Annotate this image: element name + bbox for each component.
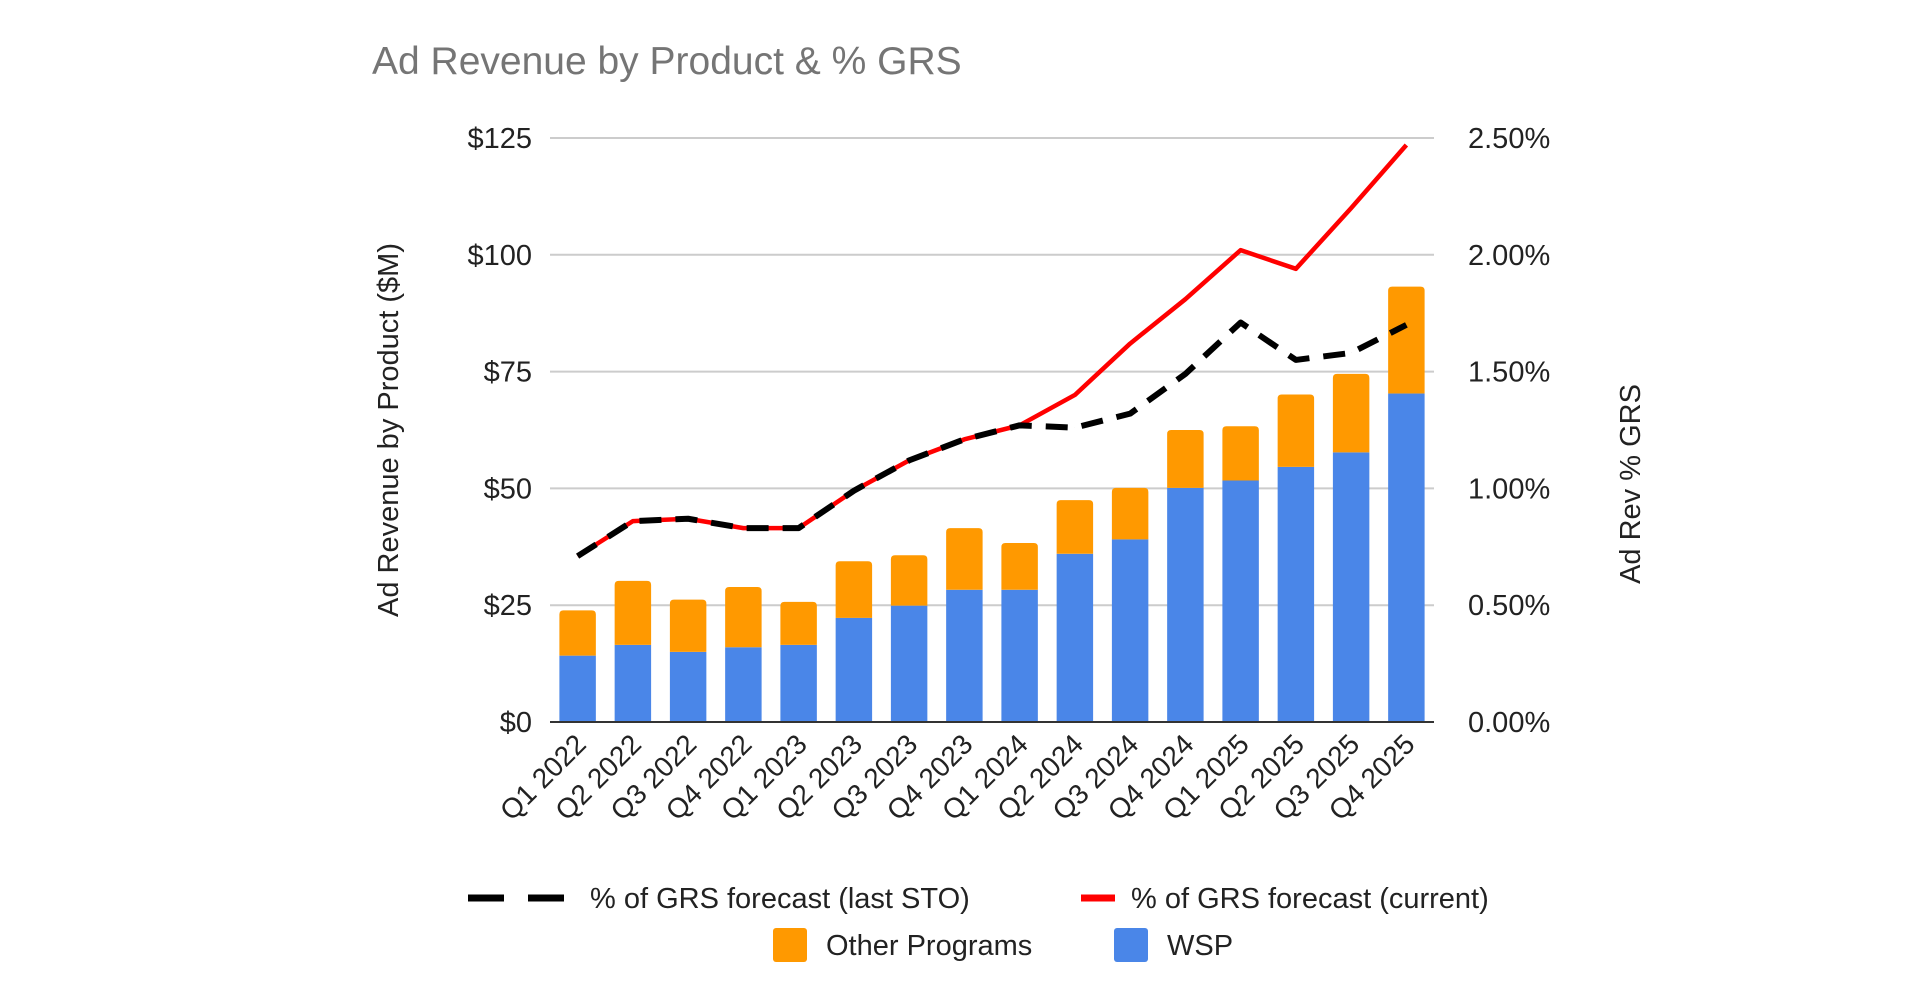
legend: % of GRS forecast (last STO) % of GRS for… [468,883,1489,962]
bar-wsp [835,617,873,722]
bar-other-programs [1167,430,1204,488]
bar-wsp [1277,466,1315,722]
bar-other-programs [559,610,596,656]
bar-wsp [1332,452,1370,722]
bars [559,286,1425,722]
bar-wsp [1388,393,1425,722]
bar-wsp [559,655,596,722]
legend-label: % of GRS forecast (current) [1131,883,1489,915]
chart-title: Ad Revenue by Product & % GRS [372,40,962,83]
y-tick-label: $125 [467,123,532,155]
line-last-sto [576,319,1408,559]
bar-wsp [1222,480,1259,722]
bar-other-programs [1001,543,1038,590]
y2-tick-label: 0.00% [1468,707,1550,739]
y2-tick-label: 1.50% [1468,357,1550,389]
legend-swatch [1114,928,1148,962]
legend-swatch [773,928,807,962]
legend-label: WSP [1167,930,1233,962]
bar-other-programs [614,580,652,645]
bar-other-programs [1056,500,1094,554]
y2-tick-label: 0.50% [1468,590,1550,622]
y2-axis-label: Ad Rev % GRS [1615,384,1647,584]
bar-wsp [1111,539,1149,722]
bar-other-programs [1332,373,1370,453]
bar-wsp [1167,487,1204,722]
y-tick-label: $50 [484,473,532,505]
y-tick-label: $25 [484,590,532,622]
bar-other-programs [835,561,873,618]
bar-other-programs [1277,394,1315,467]
y-tick-label: $0 [500,707,532,739]
bar-other-programs [1111,487,1149,540]
bar-wsp [780,644,817,722]
bar-other-programs [890,555,928,606]
y-tick-label: $75 [484,357,532,389]
legend-label: Other Programs [826,930,1032,962]
bar-wsp [946,589,983,722]
y-tick-label: $100 [467,240,532,272]
legend-label: % of GRS forecast (last STO) [590,883,970,915]
bar-wsp [1056,553,1094,722]
bar-other-programs [1388,286,1425,394]
left-axis-ticks: $0 $25 $50 $75 $100 $125 [467,123,532,739]
bar-other-programs [725,586,762,648]
y2-tick-label: 1.00% [1468,473,1550,505]
bar-wsp [725,647,762,722]
bar-wsp [669,651,707,722]
y2-tick-label: 2.00% [1468,240,1550,272]
bar-wsp [1001,589,1038,722]
bar-wsp [890,605,928,722]
bar-other-programs [669,599,707,652]
right-axis-ticks: 0.00% 0.50% 1.00% 1.50% 2.00% 2.50% [1468,123,1550,739]
lines [576,143,1409,559]
y-axis-label: Ad Revenue by Product ($M) [373,243,405,617]
bar-other-programs [1222,426,1259,481]
bar-other-programs [780,601,817,645]
y2-tick-label: 2.50% [1468,123,1550,155]
bar-other-programs [946,528,983,590]
bar-wsp [614,644,652,722]
